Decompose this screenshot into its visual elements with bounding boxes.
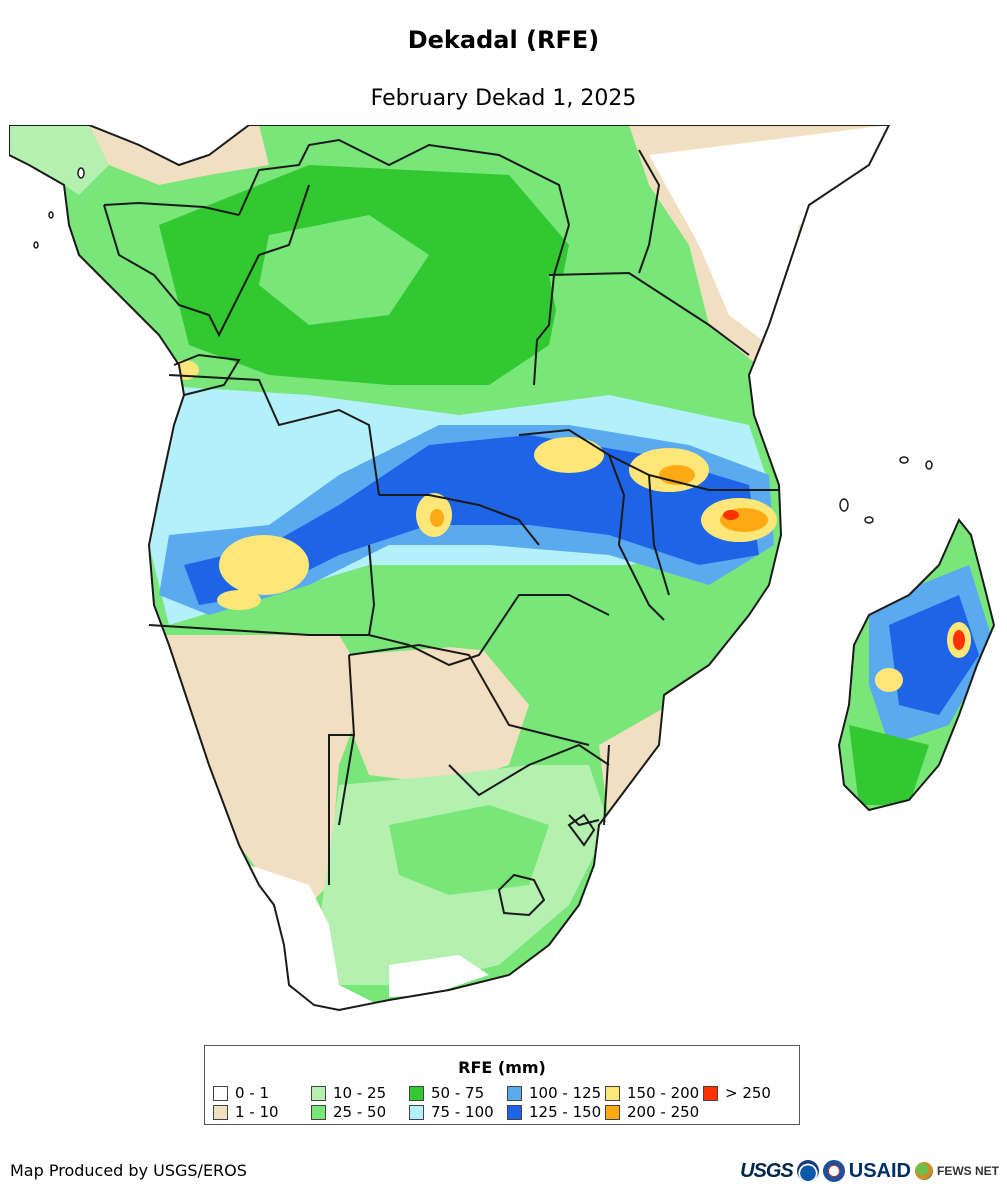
legend-item-25-50: 25 - 50 xyxy=(311,1104,386,1121)
legend-swatch xyxy=(311,1105,326,1120)
zone-dry-namibia xyxy=(149,635,369,905)
legend-swatch xyxy=(311,1086,326,1101)
legend-item-1-10: 1 - 10 xyxy=(213,1104,279,1121)
zone-no-rain-capecoast xyxy=(389,955,489,997)
legend-label: 25 - 50 xyxy=(333,1103,387,1121)
legend-item-125-150: 125 - 150 xyxy=(507,1104,601,1121)
map-subtitle: February Dekad 1, 2025 xyxy=(370,86,637,111)
map-credit: Map Produced by USGS/EROS xyxy=(10,1161,247,1180)
legend-swatch xyxy=(213,1105,228,1120)
nasa-seal-icon xyxy=(822,1160,845,1182)
legend-label: > 250 xyxy=(725,1084,771,1102)
legend-label: 125 - 150 xyxy=(529,1103,602,1121)
legend-label: 75 - 100 xyxy=(431,1103,494,1121)
usaid-logo: USAID xyxy=(848,1159,911,1182)
legend-swatch xyxy=(703,1086,718,1101)
small-islands xyxy=(33,167,933,524)
legend-item-50-75: 50 - 75 xyxy=(409,1085,484,1102)
hotspot-angola xyxy=(219,535,309,595)
legend-swatch xyxy=(507,1105,522,1120)
legend-item-10-25: 10 - 25 xyxy=(311,1085,386,1102)
legend-swatch xyxy=(409,1105,424,1120)
legend-swatch xyxy=(507,1086,522,1101)
legend-swatch xyxy=(409,1086,424,1101)
mada-hotspot-core xyxy=(953,630,965,650)
legend-swatch xyxy=(605,1086,620,1101)
zone-moderate-zambia xyxy=(389,565,609,655)
mada-south-green xyxy=(849,725,929,805)
mada-hotspot-west xyxy=(875,668,903,692)
zone-light-northwest xyxy=(9,125,109,195)
hotspot-drc-south-core xyxy=(430,509,444,527)
noaa-logo-icon xyxy=(796,1160,819,1182)
map-title: Dekadal (RFE) xyxy=(407,26,600,54)
country-borders xyxy=(103,138,779,917)
legend: RFE (mm) 0 - 1 1 - 10 10 - 25 25 - 50 50… xyxy=(204,1045,800,1125)
legend-label: 10 - 25 xyxy=(333,1084,387,1102)
zone-no-rain-northeast xyxy=(649,125,889,345)
legend-swatch xyxy=(213,1086,228,1101)
logo-strip: USGS USAID FEWS NET xyxy=(740,1158,999,1184)
legend-label: 200 - 250 xyxy=(627,1103,700,1121)
legend-swatch xyxy=(605,1105,620,1120)
legend-label: 100 - 125 xyxy=(529,1084,602,1102)
rainfall-map xyxy=(9,125,996,1011)
hotspot-angola-2 xyxy=(217,590,261,610)
legend-item-100-125: 100 - 125 xyxy=(507,1085,601,1102)
zone-moderate-southafrica xyxy=(389,805,549,895)
legend-title: RFE (mm) xyxy=(458,1058,546,1077)
fews-net-globe-icon xyxy=(915,1162,933,1180)
legend-item-0-1: 0 - 1 xyxy=(213,1085,269,1102)
zone-moderate-congo xyxy=(259,215,429,325)
legend-label: 50 - 75 xyxy=(431,1084,485,1102)
rainfall-zones xyxy=(9,125,889,1010)
fews-net-logo: FEWS NET xyxy=(937,1164,999,1178)
legend-label: 150 - 200 xyxy=(627,1084,700,1102)
zone-125-150-band xyxy=(184,435,759,605)
hotspot-mozambique-peak xyxy=(723,510,739,520)
legend-item-75-100: 75 - 100 xyxy=(409,1104,494,1121)
legend-label: 0 - 1 xyxy=(235,1084,270,1102)
hotspot-zambia-north xyxy=(534,437,604,473)
madagascar xyxy=(837,518,996,812)
legend-item-150-200: 150 - 200 xyxy=(605,1085,699,1102)
zone-moderate-east xyxy=(549,275,729,405)
usgs-logo: USGS xyxy=(740,1159,794,1182)
legend-item-over-250: > 250 xyxy=(703,1085,771,1102)
legend-label: 1 - 10 xyxy=(235,1103,279,1121)
legend-item-200-250: 200 - 250 xyxy=(605,1104,699,1121)
